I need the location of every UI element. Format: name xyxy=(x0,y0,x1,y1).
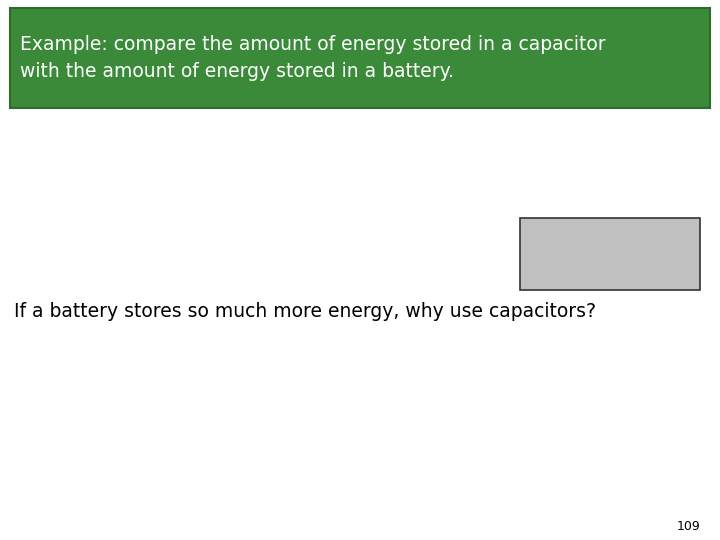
Text: 109: 109 xyxy=(676,520,700,533)
Text: Example: compare the amount of energy stored in a capacitor
with the amount of e: Example: compare the amount of energy st… xyxy=(20,35,606,81)
Text: If a battery stores so much more energy, why use capacitors?: If a battery stores so much more energy,… xyxy=(14,302,596,321)
FancyBboxPatch shape xyxy=(10,8,710,108)
FancyBboxPatch shape xyxy=(520,218,700,290)
